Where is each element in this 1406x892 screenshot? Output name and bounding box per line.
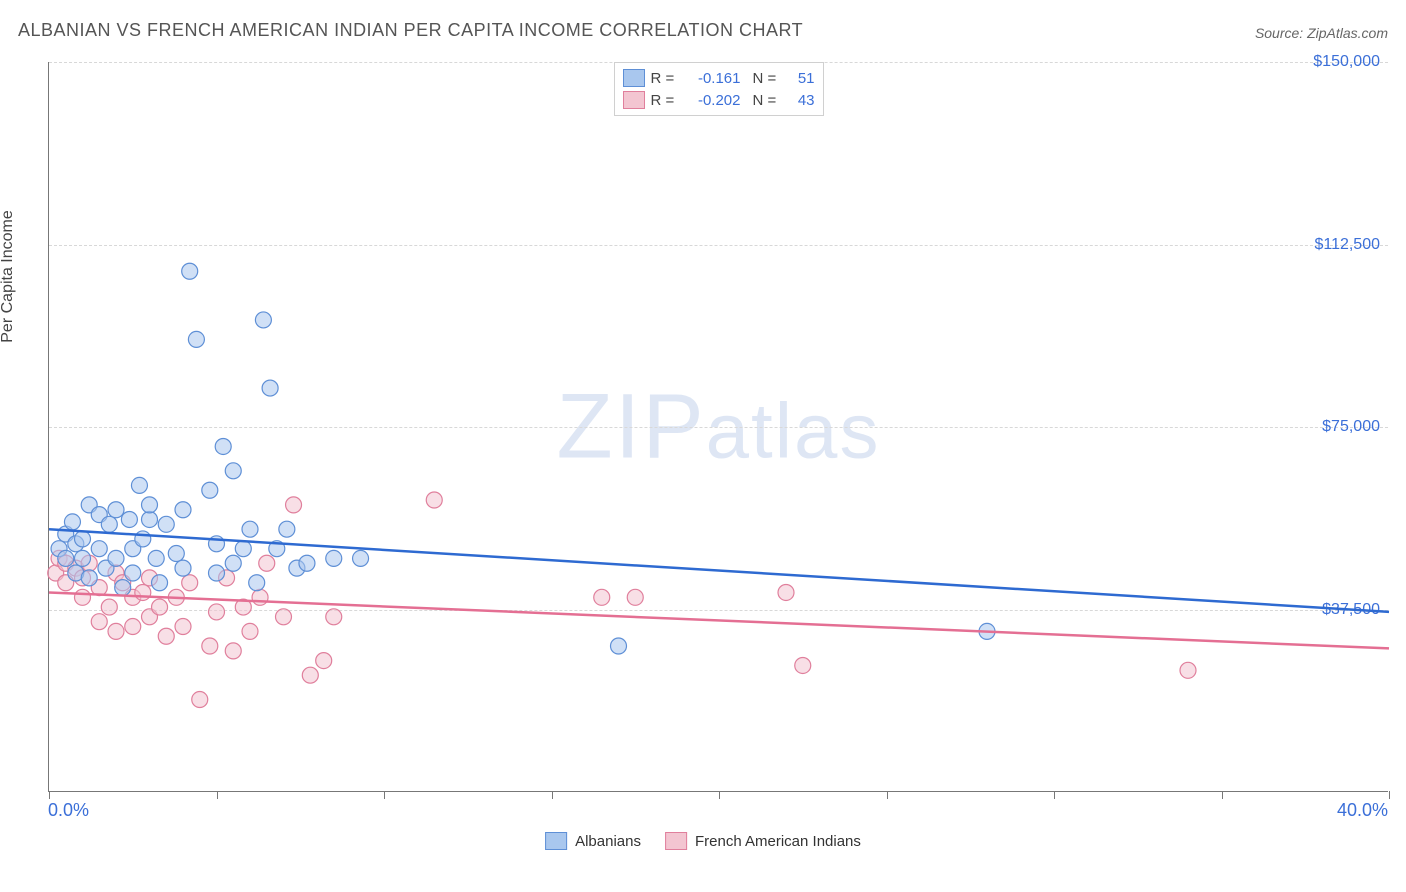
- x-tick: [1389, 791, 1390, 799]
- data-point: [611, 638, 627, 654]
- data-point: [235, 541, 251, 557]
- data-point: [326, 609, 342, 625]
- data-point: [101, 599, 117, 615]
- data-point: [108, 502, 124, 518]
- source-label: Source: ZipAtlas.com: [1255, 25, 1388, 41]
- data-point: [131, 477, 147, 493]
- data-point: [778, 584, 794, 600]
- series-legend: Albanians French American Indians: [545, 832, 861, 850]
- trend-line: [49, 529, 1389, 612]
- data-point: [101, 516, 117, 532]
- data-point: [108, 550, 124, 566]
- data-point: [299, 555, 315, 571]
- data-point: [142, 511, 158, 527]
- data-point: [91, 541, 107, 557]
- data-point: [215, 438, 231, 454]
- data-point: [64, 514, 80, 530]
- data-point: [175, 502, 191, 518]
- data-point: [175, 560, 191, 576]
- data-point: [125, 619, 141, 635]
- data-point: [249, 575, 265, 591]
- swatch-albanians-icon: [545, 832, 567, 850]
- data-point: [242, 623, 258, 639]
- data-point: [242, 521, 258, 537]
- data-point: [426, 492, 442, 508]
- data-point: [252, 589, 268, 605]
- data-point: [142, 497, 158, 513]
- x-tick: [49, 791, 50, 799]
- data-point: [108, 623, 124, 639]
- x-max-label: 40.0%: [1337, 800, 1388, 821]
- x-min-label: 0.0%: [48, 800, 89, 821]
- data-point: [627, 589, 643, 605]
- data-point: [135, 531, 151, 547]
- source-name: ZipAtlas.com: [1307, 25, 1388, 41]
- title-bar: ALBANIAN VS FRENCH AMERICAN INDIAN PER C…: [18, 20, 1388, 41]
- data-point: [353, 550, 369, 566]
- data-point: [158, 628, 174, 644]
- swatch-french-ai-icon: [665, 832, 687, 850]
- x-tick: [1054, 791, 1055, 799]
- data-point: [148, 550, 164, 566]
- data-point: [286, 497, 302, 513]
- data-point: [192, 692, 208, 708]
- data-point: [209, 565, 225, 581]
- data-point: [262, 380, 278, 396]
- data-point: [175, 619, 191, 635]
- data-point: [1180, 662, 1196, 678]
- data-point: [326, 550, 342, 566]
- legend-item-french-ai: French American Indians: [665, 832, 861, 850]
- data-point: [158, 516, 174, 532]
- data-point: [594, 589, 610, 605]
- data-point: [115, 580, 131, 596]
- data-point: [152, 599, 168, 615]
- data-point: [259, 555, 275, 571]
- x-axis-labels: 0.0% 40.0%: [48, 800, 1388, 830]
- data-point: [316, 653, 332, 669]
- data-point: [91, 614, 107, 630]
- y-axis-label: Per Capita Income: [0, 210, 17, 343]
- x-tick: [887, 791, 888, 799]
- data-point: [75, 531, 91, 547]
- data-point: [125, 565, 141, 581]
- scatter-svg: [49, 62, 1388, 791]
- data-point: [279, 521, 295, 537]
- data-point: [302, 667, 318, 683]
- legend-item-albanians: Albanians: [545, 832, 641, 850]
- x-tick: [552, 791, 553, 799]
- data-point: [225, 643, 241, 659]
- trend-line: [49, 592, 1389, 648]
- data-point: [135, 584, 151, 600]
- x-tick: [217, 791, 218, 799]
- data-point: [168, 546, 184, 562]
- data-point: [795, 657, 811, 673]
- data-point: [255, 312, 271, 328]
- data-point: [276, 609, 292, 625]
- data-point: [182, 263, 198, 279]
- data-point: [75, 589, 91, 605]
- x-tick: [1222, 791, 1223, 799]
- data-point: [121, 511, 137, 527]
- x-tick: [719, 791, 720, 799]
- data-point: [152, 575, 168, 591]
- data-point: [225, 555, 241, 571]
- data-point: [81, 570, 97, 586]
- x-tick: [384, 791, 385, 799]
- data-point: [188, 331, 204, 347]
- data-point: [182, 575, 198, 591]
- data-point: [209, 604, 225, 620]
- data-point: [75, 550, 91, 566]
- data-point: [202, 482, 218, 498]
- chart-title: ALBANIAN VS FRENCH AMERICAN INDIAN PER C…: [18, 20, 803, 41]
- plot-area: ZIPatlas $37,500$75,000$112,500$150,000 …: [48, 62, 1388, 792]
- data-point: [225, 463, 241, 479]
- data-point: [58, 550, 74, 566]
- data-point: [202, 638, 218, 654]
